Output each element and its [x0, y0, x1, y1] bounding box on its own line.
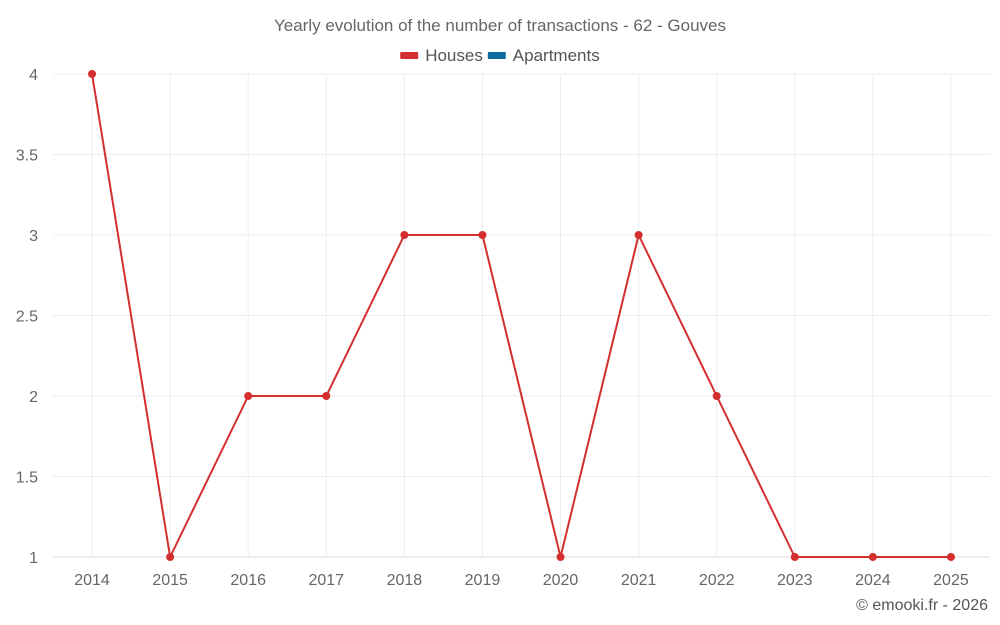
x-tick-label: 2022 — [699, 572, 735, 589]
legend-item-apartments[interactable]: Apartments — [487, 46, 600, 65]
data-point-houses-2023[interactable] — [790, 553, 799, 561]
data-point-houses-2025[interactable] — [946, 553, 955, 561]
x-tick-label: 2025 — [933, 572, 969, 589]
series-line-houses — [91, 73, 951, 558]
x-tick-label: 2015 — [152, 572, 188, 589]
y-tick-label: 1 — [29, 550, 38, 567]
data-point-houses-2022[interactable] — [712, 392, 721, 400]
x-tick-label: 2020 — [543, 572, 579, 589]
legend-swatch — [400, 52, 419, 59]
data-point-houses-2018[interactable] — [400, 231, 409, 239]
y-axis-ticks: 1 1.5 2 2.5 3 3.5 4 — [16, 67, 38, 567]
y-tick-label: 2.5 — [16, 309, 38, 326]
data-point-houses-2021[interactable] — [634, 231, 643, 239]
legend-swatch — [487, 52, 506, 59]
legend-item-houses[interactable]: Houses — [400, 46, 483, 65]
x-tick-label: 2021 — [621, 572, 657, 589]
data-point-houses-2020[interactable] — [556, 553, 565, 561]
legend-label: Houses — [425, 46, 483, 65]
data-point-houses-2016[interactable] — [244, 392, 253, 400]
credit-text: © emooki.fr - 2026 — [856, 597, 988, 614]
data-point-houses-2014[interactable] — [88, 70, 97, 78]
y-tick-label: 3 — [29, 228, 38, 245]
data-point-houses-2015[interactable] — [166, 553, 175, 561]
x-axis-ticks: 2014 2015 2016 2017 2018 2019 2020 2021 2022 2023… — [74, 572, 969, 589]
series-layer — [88, 70, 955, 561]
y-tick-label: 4 — [29, 67, 38, 84]
x-tick-label: 2016 — [230, 572, 266, 589]
x-tick-label: 2014 — [74, 572, 110, 589]
y-tick-label: 1.5 — [16, 470, 38, 487]
data-point-houses-2017[interactable] — [322, 392, 331, 400]
x-tick-label: 2019 — [465, 572, 501, 589]
chart-title: Yearly evolution of the number of transa… — [274, 16, 726, 35]
legend: Houses Apartments — [400, 46, 600, 65]
x-tick-label: 2024 — [855, 572, 891, 589]
data-point-houses-2019[interactable] — [478, 231, 487, 239]
x-tick-label: 2017 — [308, 572, 344, 589]
y-tick-label: 2 — [29, 389, 38, 406]
data-point-houses-2024[interactable] — [868, 553, 877, 561]
grid — [53, 73, 990, 558]
y-tick-label: 3.5 — [16, 148, 38, 165]
legend-label: Apartments — [513, 46, 600, 65]
x-tick-label: 2018 — [387, 572, 423, 589]
x-tick-label: 2023 — [777, 572, 813, 589]
